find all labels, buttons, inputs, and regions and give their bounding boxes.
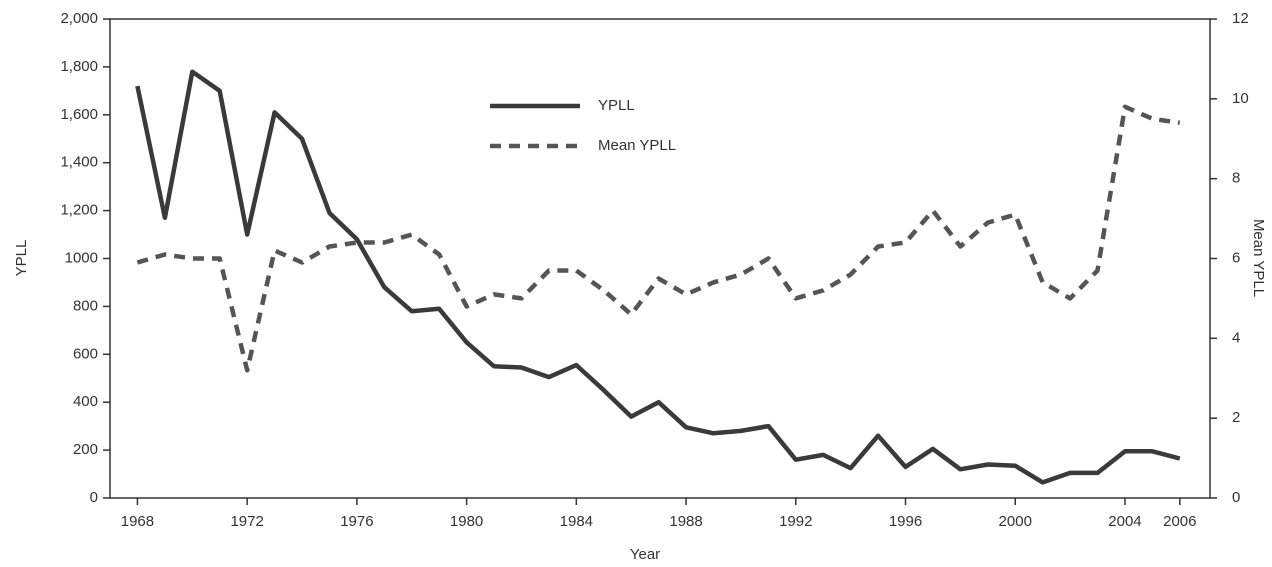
x-tick-label: 1968 [121,513,154,530]
x-tick-label: 1996 [889,513,922,530]
x-tick-label: 1992 [779,513,812,530]
y-tick-label: 1000 [65,249,98,266]
x-tick-label: 1988 [669,513,702,530]
y-tick-label: 600 [73,345,98,362]
y-tick-label: 400 [73,393,98,410]
x-tick-label: 1972 [230,513,263,530]
y-tick-label: 1,600 [60,106,98,123]
y-tick-label: 0 [90,489,98,506]
x-tick-label: 1980 [450,513,483,530]
y2-tick-label: 2 [1232,409,1240,426]
legend-label: YPLL [598,97,635,114]
y2-tick-label: 12 [1232,10,1249,27]
y-tick-label: 1,200 [60,202,98,219]
y2-tick-label: 4 [1232,329,1240,346]
legend-label: Mean YPLL [598,137,676,154]
y-tick-label: 2,000 [60,10,98,27]
y-tick-label: 1,800 [60,58,98,75]
x-tick-label: 1984 [560,513,593,530]
y-axis-label: YPLL [13,240,30,277]
y2-tick-label: 10 [1232,90,1249,107]
y-tick-label: 800 [73,297,98,314]
x-axis-label: Year [630,546,660,563]
x-tick-label: 2000 [999,513,1032,530]
y2-tick-label: 6 [1232,249,1240,266]
series-line [135,69,1181,485]
y2-axis-label: Mean YPLL [1250,219,1267,297]
x-tick-label: 2004 [1108,513,1141,530]
y2-tick-label: 0 [1232,489,1240,506]
y-tick-label: 200 [73,441,98,458]
x-tick-label: 2006 [1163,513,1196,530]
series-line [136,104,1181,373]
y-tick-label: 1,400 [60,154,98,171]
x-tick-label: 1976 [340,513,373,530]
y2-tick-label: 8 [1232,170,1240,187]
